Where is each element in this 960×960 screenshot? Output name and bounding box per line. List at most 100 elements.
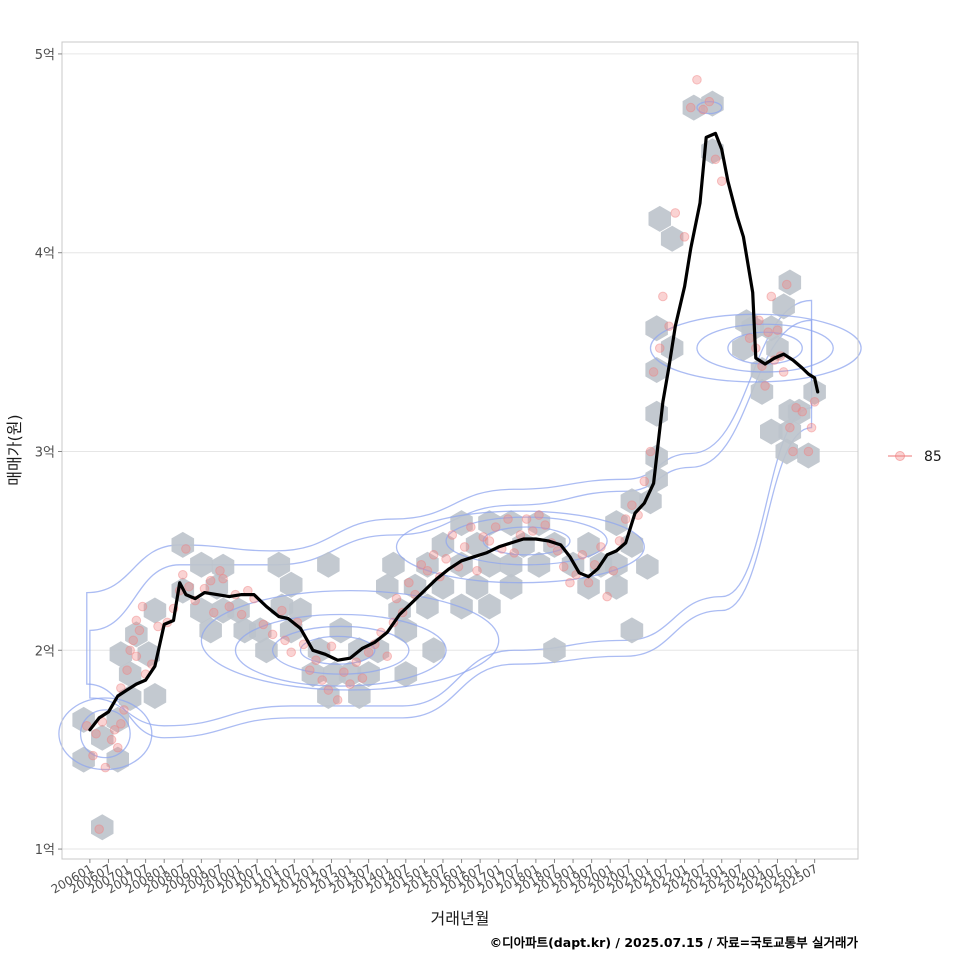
hexbin-cell [143, 597, 167, 624]
hexbin-cell [775, 438, 798, 465]
transaction-point [670, 208, 681, 218]
hexbin-cell [357, 661, 380, 688]
hexbin-cell [382, 551, 405, 578]
density-contour [696, 323, 834, 373]
hexbin-cell [106, 746, 129, 773]
hexbin-cell [118, 661, 142, 688]
transaction-point [565, 577, 575, 588]
transaction-point [177, 569, 188, 580]
density-contour [395, 510, 645, 584]
transaction-point [91, 728, 101, 739]
transaction-point [339, 667, 349, 677]
transaction-point [441, 554, 451, 564]
source-caption: ©디아파트(dapt.kr) / 2025.07.15 / 자료=국토교통부 실… [490, 935, 859, 950]
transaction-point [552, 546, 563, 556]
hexbin-cell [388, 597, 411, 624]
y-tick-label: 1억 [35, 843, 55, 858]
hexbin-cell [620, 488, 644, 515]
transaction-point [125, 645, 135, 656]
hexbin-cell [465, 531, 489, 558]
legend-key-point [895, 451, 905, 461]
transaction-point [382, 651, 393, 662]
transaction-point [277, 605, 287, 616]
transaction-point [208, 607, 219, 618]
hexbin-cell [450, 593, 473, 620]
density-contour [445, 516, 608, 566]
hexbin-cell [499, 573, 523, 600]
trend-line-layer [88, 131, 820, 732]
transaction-point [428, 550, 439, 560]
legend: 85 [888, 449, 942, 465]
transaction-point [658, 291, 668, 302]
transaction-point [181, 544, 191, 554]
transaction-point [258, 619, 269, 630]
hexbin-cell [211, 553, 235, 580]
transaction-point [788, 446, 798, 457]
transaction-point [478, 532, 489, 542]
hexbin-cell [645, 315, 668, 342]
transaction-point [215, 565, 225, 576]
density-contour [696, 100, 723, 115]
hexbin-cell [543, 531, 566, 558]
transaction-point [806, 422, 817, 433]
hexbin-cell [307, 637, 331, 664]
transaction-point [106, 734, 117, 745]
transaction-point [205, 575, 216, 586]
hexbin-cell [143, 683, 167, 709]
transaction-point [128, 635, 139, 646]
transaction-point [627, 500, 637, 510]
transaction-point [645, 446, 656, 457]
transaction-point [744, 333, 755, 343]
hexbin-cell [416, 551, 439, 578]
y-axis-title: 매매가(원) [5, 414, 24, 485]
hexbin-cell [620, 617, 644, 644]
transaction-point [116, 719, 126, 729]
hexbin-cell [301, 661, 325, 688]
x-axis-title: 거래년월 [431, 909, 490, 928]
transaction-point [391, 593, 402, 604]
transaction-point [317, 675, 327, 685]
transaction-point [509, 548, 520, 558]
transaction-point [286, 647, 296, 658]
hexbin-cell [317, 551, 340, 578]
transaction-point [447, 530, 458, 540]
density-contour [79, 709, 131, 759]
transaction-point [654, 343, 665, 353]
hexbin-cell [416, 593, 439, 620]
plot-panel-border [61, 41, 859, 860]
transaction-point [639, 476, 650, 487]
hexbin-cell [778, 418, 802, 445]
transaction-point [558, 561, 569, 572]
y-tick-label: 4억 [35, 247, 55, 262]
trend-line [88, 131, 820, 732]
density-contour [200, 589, 500, 691]
hexbin-cell [639, 488, 662, 515]
transaction-point [754, 315, 764, 326]
hexbin-cell [106, 706, 129, 733]
transaction-point [503, 514, 513, 524]
hexbin-cell [605, 510, 628, 537]
hexbin-cell [660, 225, 684, 252]
hexbin-cell [190, 551, 213, 578]
transaction-point [137, 601, 148, 612]
transaction-point [781, 279, 792, 290]
transaction-point [472, 565, 482, 576]
transaction-point [785, 422, 795, 433]
transaction-point [809, 396, 820, 407]
hexbin-cell [760, 315, 783, 342]
y-axis-ticks: 1억 2억 3억 4억 5억 [35, 48, 62, 858]
hexbin-cell [190, 597, 213, 624]
transaction-point [466, 522, 476, 532]
hexbin-layer [72, 90, 826, 841]
grid-lines [62, 53, 858, 850]
transaction-point [527, 526, 538, 536]
transaction-point [131, 615, 142, 626]
transaction-point [490, 522, 501, 532]
hexbin-cell [227, 597, 250, 624]
hexbin-cell [279, 571, 303, 598]
transaction-point [218, 573, 228, 584]
transaction-point [583, 577, 594, 588]
hexbin-cell [735, 309, 758, 336]
transaction-point [710, 154, 721, 165]
hexbin-cell [732, 335, 755, 362]
